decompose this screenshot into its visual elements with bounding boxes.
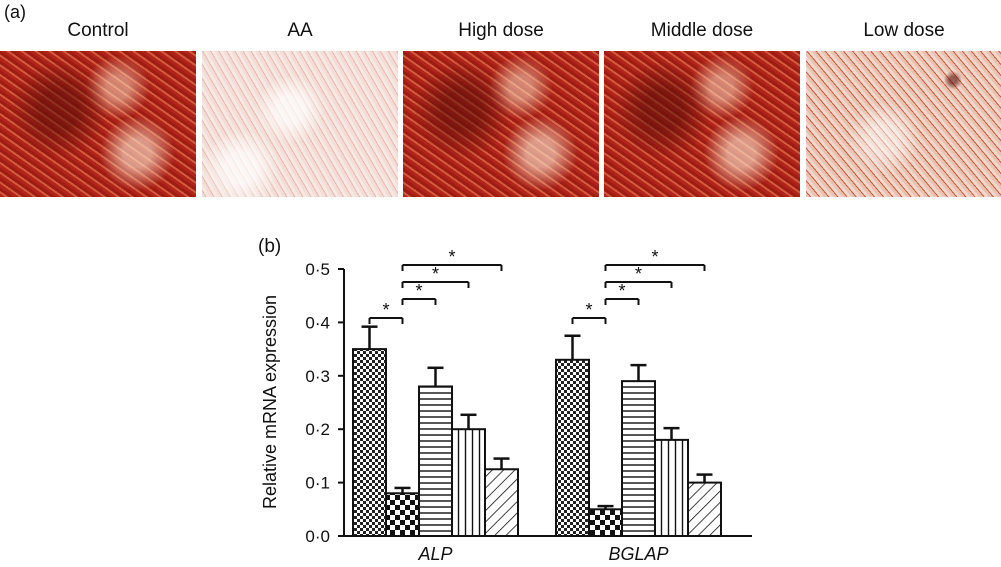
micrograph-title-1: AA [287, 20, 313, 41]
bar [352, 348, 387, 537]
significance-star: * [448, 247, 455, 267]
bar [654, 438, 689, 538]
micrograph-title-4: Low dose [863, 20, 945, 41]
y-tick-label: 0·5 [305, 260, 330, 279]
micrograph-image-1 [202, 51, 398, 197]
y-tick-label: 0·4 [305, 313, 330, 332]
micrograph-title-3: Middle dose [650, 20, 754, 41]
significance-star: * [432, 264, 439, 284]
micrograph-title-0: Control [67, 20, 129, 41]
y-tick-label: 0·3 [305, 367, 330, 386]
bar [385, 492, 420, 537]
micrograph-image-0 [0, 51, 196, 197]
panel-a-label: (a) [4, 2, 26, 22]
micrograph-image-2 [403, 51, 599, 197]
significance-star: * [635, 264, 642, 284]
micrograph-image-4 [806, 51, 1001, 197]
bar [555, 358, 590, 537]
bar [484, 468, 519, 537]
significance-star: * [585, 300, 592, 320]
significance-star: * [651, 247, 658, 267]
significance-star: * [618, 281, 625, 301]
bar [588, 508, 623, 537]
y-tick-label: 0·0 [305, 527, 330, 546]
y-tick-label: 0·2 [305, 420, 330, 439]
y-tick-label: 0·1 [305, 474, 330, 493]
significance-star: * [415, 281, 422, 301]
bar [418, 385, 453, 538]
panel-b-label: (b) [258, 236, 281, 257]
x-category-label: BGLAP [608, 544, 668, 564]
x-category-label: ALP [417, 544, 452, 564]
bar [621, 380, 656, 538]
micrograph-image-3 [604, 51, 800, 197]
micrograph-title-2: High dose [458, 20, 544, 41]
bar [451, 428, 486, 538]
bar [687, 481, 722, 538]
y-axis-label: Relative mRNA expression [260, 295, 280, 509]
significance-star: * [382, 300, 389, 320]
